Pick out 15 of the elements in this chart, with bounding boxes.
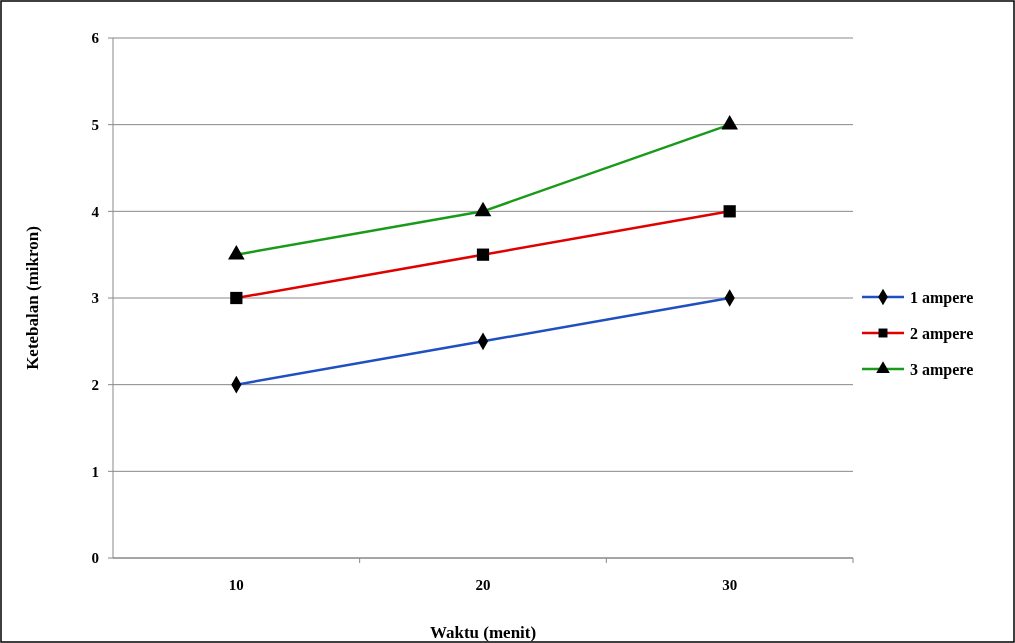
x-tick-label: 30 (722, 577, 738, 593)
legend-label: 2 ampere (910, 324, 974, 343)
y-axis-title: Ketebalan (mikron) (23, 226, 42, 370)
y-tick-label: 6 (91, 30, 100, 47)
legend-label: 3 ampere (910, 360, 974, 379)
y-tick-label: 1 (91, 463, 99, 480)
y-tick-label: 5 (91, 116, 99, 133)
legend-label: 1 ampere (910, 288, 974, 307)
y-tick-label: 2 (91, 376, 99, 393)
x-tick-label: 20 (475, 577, 491, 593)
y-tick-label: 4 (91, 203, 100, 220)
y-tick-label: 0 (91, 550, 99, 567)
x-tick-label: 10 (228, 577, 244, 593)
x-axis-title: Waktu (menit) (429, 623, 537, 642)
y-tick-label: 3 (91, 290, 99, 307)
